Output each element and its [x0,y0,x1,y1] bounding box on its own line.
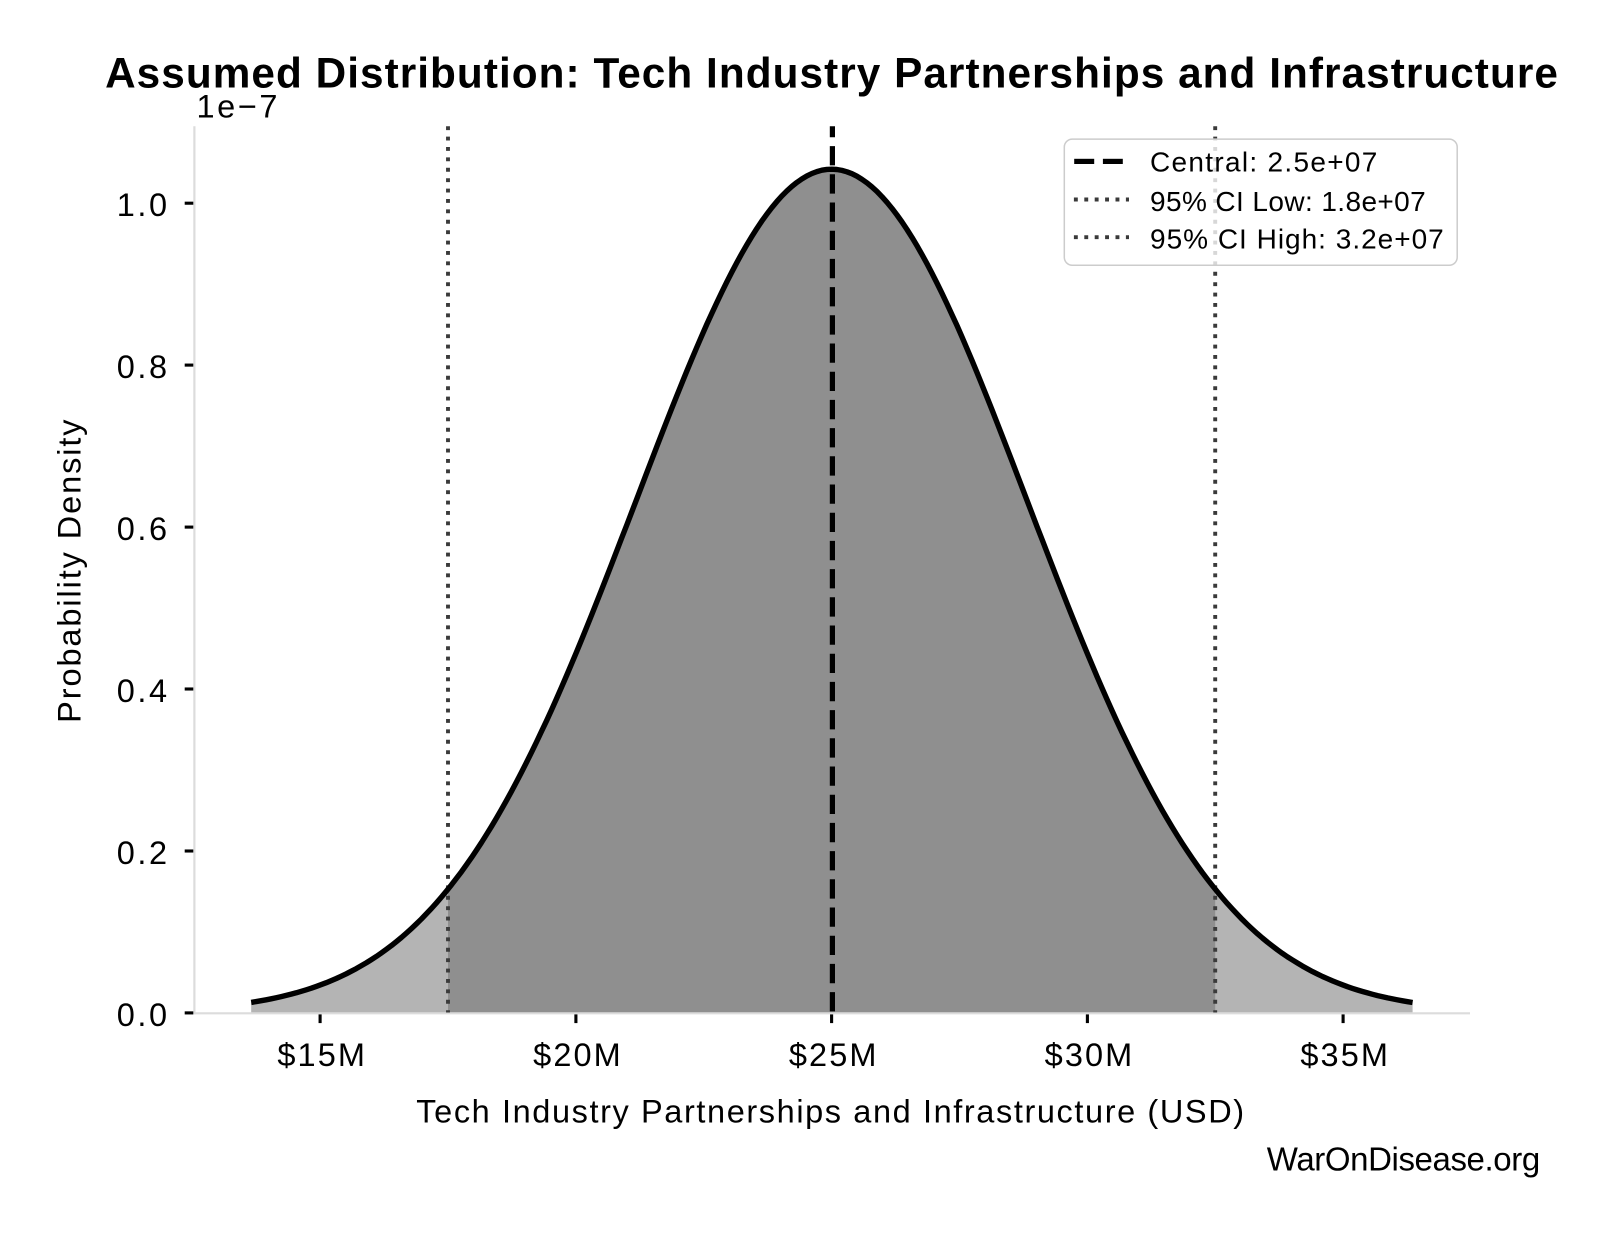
svg-text:0.0: 0.0 [117,997,170,1033]
svg-text:Probability Density: Probability Density [52,418,88,723]
svg-text:$20M: $20M [533,1037,623,1073]
svg-text:0.2: 0.2 [117,835,170,871]
svg-text:1e−7: 1e−7 [197,89,281,125]
svg-text:Assumed Distribution: Tech Ind: Assumed Distribution: Tech Industry Part… [105,50,1559,97]
svg-text:0.6: 0.6 [117,511,170,547]
svg-text:$30M: $30M [1045,1037,1135,1073]
svg-text:$15M: $15M [277,1037,367,1073]
svg-text:95% CI Low: 1.8e+07: 95% CI Low: 1.8e+07 [1150,186,1426,217]
svg-text:Tech Industry Partnerships and: Tech Industry Partnerships and Infrastru… [416,1094,1245,1130]
svg-text:1.0: 1.0 [117,187,170,223]
svg-text:95% CI High: 3.2e+07: 95% CI High: 3.2e+07 [1150,223,1445,254]
svg-text:0.8: 0.8 [117,349,170,385]
svg-text:$25M: $25M [789,1037,879,1073]
svg-text:WarOnDisease.org: WarOnDisease.org [1267,1141,1540,1178]
svg-text:Central: 2.5e+07: Central: 2.5e+07 [1150,147,1379,178]
svg-text:$35M: $35M [1300,1037,1390,1073]
svg-text:0.4: 0.4 [117,673,170,709]
